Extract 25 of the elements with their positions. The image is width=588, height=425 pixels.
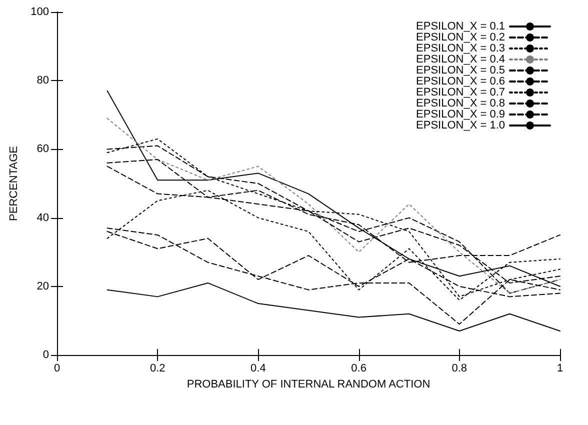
- x-tick-label: 0.4: [250, 362, 266, 374]
- legend-label: EPSILON_X = 0.2: [416, 32, 505, 44]
- legend-label: EPSILON_X = 0.8: [416, 98, 505, 110]
- legend-label: EPSILON_X = 0.1: [416, 20, 505, 32]
- y-tick-label: 100: [30, 6, 49, 18]
- x-tick-label: 1: [556, 362, 564, 374]
- legend-label: EPSILON_X = 1.0: [416, 120, 505, 132]
- y-tick-label: 40: [36, 212, 49, 224]
- legend-label: EPSILON_X = 0.3: [416, 42, 505, 54]
- y-tick-label: 0: [42, 349, 49, 361]
- x-tick-label: 0.2: [150, 362, 166, 374]
- y-tick-label: 80: [36, 74, 49, 87]
- line-series: [106, 282, 560, 332]
- x-tick-label: 0.8: [452, 362, 468, 374]
- y-axis-title: PERCENTAGE: [8, 146, 20, 221]
- y-tick-label: 20: [36, 280, 49, 292]
- x-axis-title: PROBABILITY OF INTERNAL RANDOM ACTION: [186, 378, 430, 390]
- legend-label: EPSILON_X = 0.9: [416, 108, 505, 120]
- y-tick-label: 60: [36, 143, 49, 156]
- x-tick-label: 0.6: [351, 362, 366, 374]
- legend-label: EPSILON_X = 0.7: [416, 86, 505, 98]
- legend-label: EPSILON_X = 0.4: [416, 54, 505, 66]
- legend-label: EPSILON_X = 0.5: [416, 64, 505, 76]
- x-tick-label: 0: [54, 362, 60, 374]
- legend-label: EPSILON_X = 0.6: [416, 76, 505, 88]
